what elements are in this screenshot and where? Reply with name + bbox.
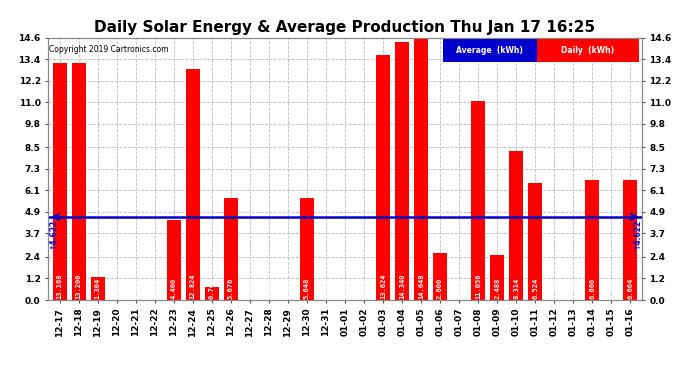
FancyBboxPatch shape bbox=[537, 39, 639, 62]
Text: 0.000: 0.000 bbox=[285, 277, 291, 298]
Bar bbox=[528, 183, 542, 300]
Bar bbox=[395, 42, 409, 300]
Bar bbox=[433, 253, 447, 300]
Text: Daily  (kWh): Daily (kWh) bbox=[561, 46, 614, 55]
Text: 14.648: 14.648 bbox=[418, 273, 424, 298]
Title: Daily Solar Energy & Average Production Thu Jan 17 16:25: Daily Solar Energy & Average Production … bbox=[95, 20, 595, 35]
Text: 0.000: 0.000 bbox=[342, 277, 348, 298]
Bar bbox=[509, 150, 523, 300]
Text: 0.000: 0.000 bbox=[361, 277, 367, 298]
Bar bbox=[224, 198, 238, 300]
Text: 4.460: 4.460 bbox=[171, 277, 177, 298]
Bar bbox=[90, 276, 105, 300]
Bar bbox=[490, 255, 504, 300]
Text: 13.168: 13.168 bbox=[57, 273, 63, 298]
Bar bbox=[186, 69, 200, 300]
Text: 1.304: 1.304 bbox=[95, 277, 101, 298]
Text: 11.056: 11.056 bbox=[475, 273, 481, 298]
Text: 13.624: 13.624 bbox=[380, 273, 386, 298]
Text: 13.200: 13.200 bbox=[76, 273, 81, 298]
Text: 14.340: 14.340 bbox=[399, 273, 405, 298]
Text: 12.824: 12.824 bbox=[190, 273, 196, 298]
Text: 6.660: 6.660 bbox=[589, 277, 595, 298]
Text: 0.000: 0.000 bbox=[266, 277, 272, 298]
Text: 0.000: 0.000 bbox=[456, 277, 462, 298]
Text: ↑4.622: ↑4.622 bbox=[633, 219, 642, 249]
Bar bbox=[205, 287, 219, 300]
Text: 0.000: 0.000 bbox=[152, 277, 158, 298]
Text: 8.314: 8.314 bbox=[513, 277, 519, 298]
Bar bbox=[585, 180, 600, 300]
Text: 6.664: 6.664 bbox=[627, 277, 633, 298]
Bar bbox=[72, 63, 86, 300]
Bar bbox=[300, 198, 314, 300]
Bar bbox=[167, 220, 181, 300]
Text: 0.740: 0.740 bbox=[209, 277, 215, 298]
Text: ↑4.622: ↑4.622 bbox=[48, 219, 57, 249]
FancyBboxPatch shape bbox=[443, 39, 537, 62]
Bar bbox=[471, 101, 485, 300]
Text: 6.524: 6.524 bbox=[532, 277, 538, 298]
Text: 2.600: 2.600 bbox=[437, 277, 443, 298]
Bar bbox=[414, 37, 428, 300]
Text: 2.488: 2.488 bbox=[494, 277, 500, 298]
Text: 5.648: 5.648 bbox=[304, 277, 310, 298]
Bar bbox=[52, 63, 67, 300]
Text: Copyright 2019 Cartronics.com: Copyright 2019 Cartronics.com bbox=[49, 45, 168, 54]
Bar bbox=[376, 55, 390, 300]
Text: 0.000: 0.000 bbox=[551, 277, 558, 298]
Text: 0.000: 0.000 bbox=[570, 277, 576, 298]
Text: 5.676: 5.676 bbox=[228, 277, 234, 298]
Text: 0.000: 0.000 bbox=[132, 277, 139, 298]
Bar bbox=[623, 180, 638, 300]
Text: 0.000: 0.000 bbox=[114, 277, 120, 298]
Text: Average  (kWh): Average (kWh) bbox=[457, 46, 523, 55]
Text: 0.000: 0.000 bbox=[323, 277, 329, 298]
Text: 0.000: 0.000 bbox=[247, 277, 253, 298]
Text: 0.000: 0.000 bbox=[609, 277, 614, 298]
